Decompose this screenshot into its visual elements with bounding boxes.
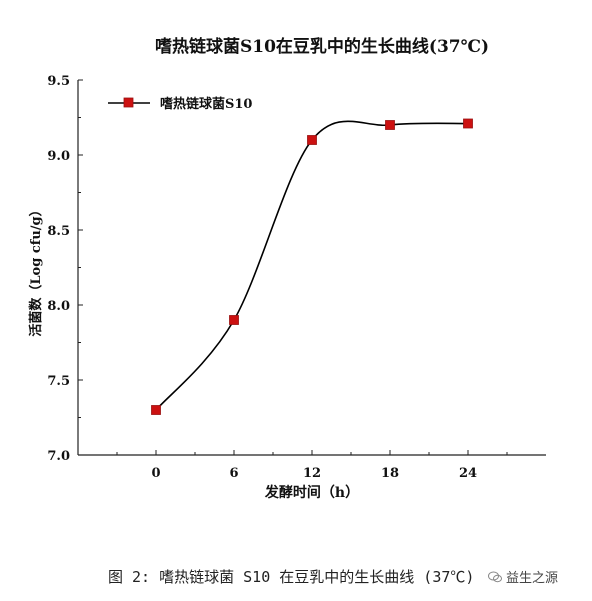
x-axis-ticks: 0 6 12 18 24 (116, 450, 508, 481)
y-axis-label: 活菌数（Log cfu/g） (28, 203, 44, 336)
y-tick-label: 9.0 (47, 149, 70, 164)
series-layer (151, 118, 473, 415)
y-tick-label: 8.0 (47, 299, 70, 314)
y-tick-label: 7.0 (47, 449, 70, 464)
x-tick-label: 18 (381, 466, 399, 481)
x-tick-label: 6 (229, 466, 238, 481)
data-point (307, 135, 317, 145)
legend: 嗜热链球菌S10 (108, 96, 252, 112)
wechat-icon (488, 571, 502, 582)
y-tick-label: 9.5 (47, 74, 70, 89)
watermark-text: 益生之源 (506, 571, 559, 586)
data-point (463, 118, 473, 129)
x-axis-label: 发酵时间（h） (264, 484, 359, 501)
chart-title: 嗜热链球菌S10在豆乳中的生长曲线(37℃) (155, 36, 489, 57)
data-point (229, 315, 239, 325)
x-tick-label: 0 (151, 466, 160, 481)
data-point (385, 120, 395, 130)
watermark: 益生之源 (488, 567, 558, 586)
legend-label: 嗜热链球菌S10 (160, 96, 252, 112)
y-tick-label: 8.5 (47, 224, 70, 239)
legend-marker (123, 97, 134, 108)
y-tick-label: 7.5 (47, 374, 70, 389)
x-tick-label: 24 (459, 466, 477, 481)
figure-caption: 图 2: 嗜热链球菌 S10 在豆乳中的生长曲线 (37℃) (108, 568, 475, 586)
series-line (155, 120, 469, 411)
y-axis-ticks: 7.0 7.5 8.0 8.5 9.0 9.5 (47, 74, 83, 464)
data-point (151, 405, 161, 415)
x-tick-label: 12 (303, 466, 321, 481)
